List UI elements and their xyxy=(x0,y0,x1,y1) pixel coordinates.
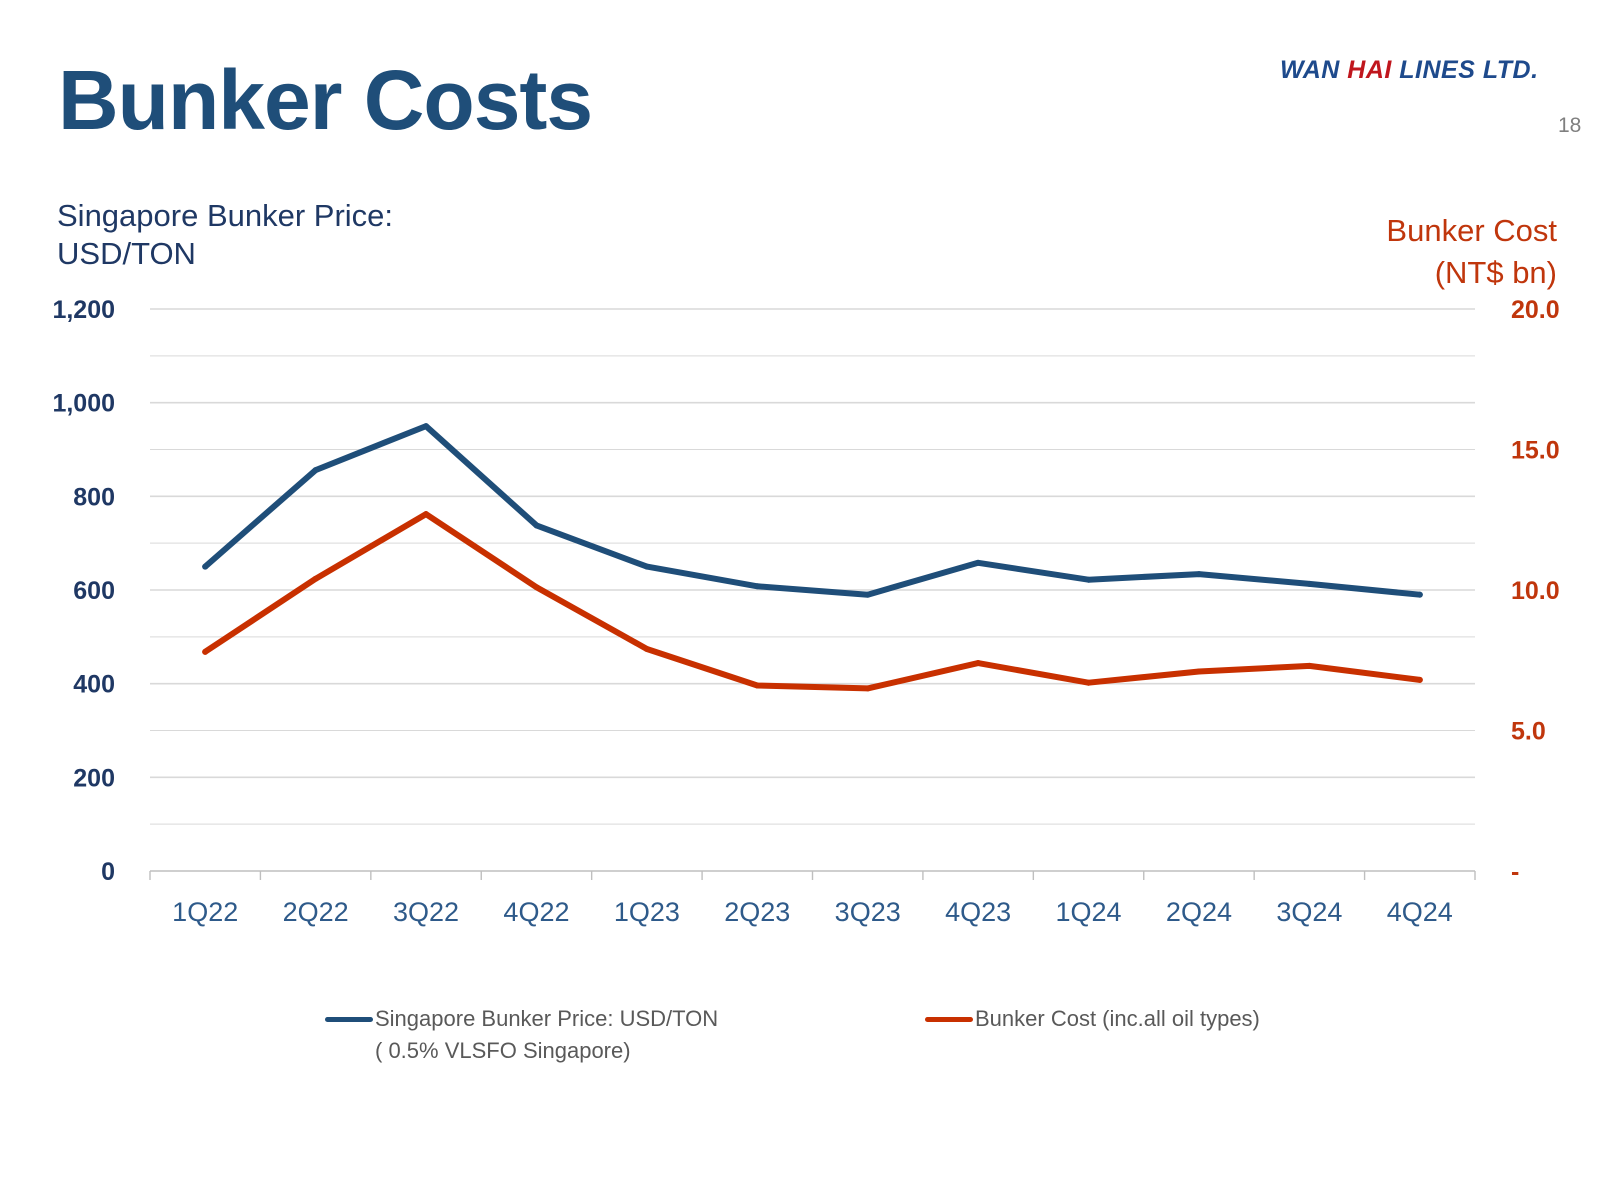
right-axis-title: Bunker Cost (NT$ bn) xyxy=(1386,210,1557,294)
legend-swatch-blue xyxy=(325,1017,373,1022)
x-axis-category-label: 1Q23 xyxy=(614,897,680,927)
x-axis-category-label: 3Q22 xyxy=(393,897,459,927)
x-axis-category-label: 2Q23 xyxy=(724,897,790,927)
data-point-bunker-cost xyxy=(202,648,209,655)
data-point-bunker-cost xyxy=(754,682,761,689)
logo-text-part1: WAN xyxy=(1280,56,1348,84)
left-axis-tick-label: 600 xyxy=(73,577,115,605)
data-point-bunker-cost xyxy=(864,685,871,692)
data-point-bunker-cost xyxy=(975,660,982,667)
data-point-bunker-price xyxy=(1195,571,1202,578)
x-axis-category-label: 2Q24 xyxy=(1166,897,1232,927)
data-point-bunker-price xyxy=(1085,576,1092,583)
data-point-bunker-price xyxy=(1306,580,1313,587)
series-line-bunker-cost xyxy=(202,511,1423,692)
data-point-bunker-cost xyxy=(423,511,430,518)
data-point-bunker-price xyxy=(864,591,871,598)
left-axis-title: Singapore Bunker Price: USD/TON xyxy=(57,197,393,273)
company-logo: WAN HAI LINES LTD. xyxy=(1280,56,1539,85)
legend-swatch-orange xyxy=(925,1017,973,1022)
logo-text-part2: HAI xyxy=(1347,56,1392,84)
data-point-bunker-cost xyxy=(1085,679,1092,686)
legend-sublabel-vlsfo: ( 0.5% VLSFO Singapore) xyxy=(375,1038,631,1063)
left-axis-tick-label: 1,200 xyxy=(52,296,115,324)
legend-series-bunker-cost: Bunker Cost (inc.all oil types) xyxy=(925,1003,1260,1035)
right-axis-tick-label: 15.0 xyxy=(1511,437,1560,465)
x-axis-category-label: 4Q24 xyxy=(1387,897,1453,927)
left-axis-tick-label: 800 xyxy=(73,483,115,511)
legend-series-bunker-price: Singapore Bunker Price: USD/TON ( 0.5% V… xyxy=(325,1003,718,1067)
x-axis-category-label: 3Q23 xyxy=(835,897,901,927)
data-point-bunker-price xyxy=(202,563,209,570)
right-axis-tick-label: - xyxy=(1511,858,1519,886)
right-axis-tick-label: 5.0 xyxy=(1511,718,1546,746)
left-axis-tick-label: 0 xyxy=(101,858,115,886)
right-axis-tick-label: 20.0 xyxy=(1511,296,1560,324)
left-axis-title-line2: USD/TON xyxy=(57,236,196,271)
data-point-bunker-cost xyxy=(312,575,319,582)
legend-label-bunker-cost: Bunker Cost (inc.all oil types) xyxy=(975,1006,1260,1031)
page-number: 18 xyxy=(1558,114,1582,137)
x-axis-category-label: 2Q22 xyxy=(283,897,349,927)
series-line-bunker-price xyxy=(202,423,1423,598)
data-point-bunker-cost xyxy=(1306,662,1313,669)
data-point-bunker-cost xyxy=(1416,676,1423,683)
right-axis-title-line2: (NT$ bn) xyxy=(1434,255,1557,290)
x-axis-category-label: 1Q22 xyxy=(172,897,238,927)
left-axis-tick-label: 1,000 xyxy=(52,390,115,418)
right-axis-title-line1: Bunker Cost xyxy=(1386,213,1557,248)
right-axis-tick-label: 10.0 xyxy=(1511,577,1560,605)
left-axis-title-line1: Singapore Bunker Price: xyxy=(57,198,394,233)
x-axis-category-label: 4Q23 xyxy=(945,897,1011,927)
data-point-bunker-price xyxy=(975,559,982,566)
data-point-bunker-price xyxy=(1416,591,1423,598)
x-axis-category-label: 3Q24 xyxy=(1276,897,1342,927)
data-point-bunker-cost xyxy=(533,584,540,591)
data-point-bunker-price xyxy=(533,522,540,529)
data-point-bunker-price xyxy=(312,467,319,474)
data-point-bunker-price xyxy=(754,583,761,590)
left-axis-tick-label: 400 xyxy=(73,671,115,699)
data-point-bunker-price xyxy=(643,563,650,570)
x-axis-category-label: 4Q22 xyxy=(503,897,569,927)
x-axis-category-label: 1Q24 xyxy=(1056,897,1122,927)
data-point-bunker-cost xyxy=(643,646,650,653)
left-axis-tick-label: 200 xyxy=(73,764,115,792)
data-point-bunker-cost xyxy=(1195,668,1202,675)
slide-title: Bunker Costs xyxy=(58,53,593,147)
logo-text-part3: LINES LTD. xyxy=(1391,56,1539,84)
data-point-bunker-price xyxy=(423,423,430,430)
legend-label-bunker-price: Singapore Bunker Price: USD/TON xyxy=(375,1006,719,1031)
